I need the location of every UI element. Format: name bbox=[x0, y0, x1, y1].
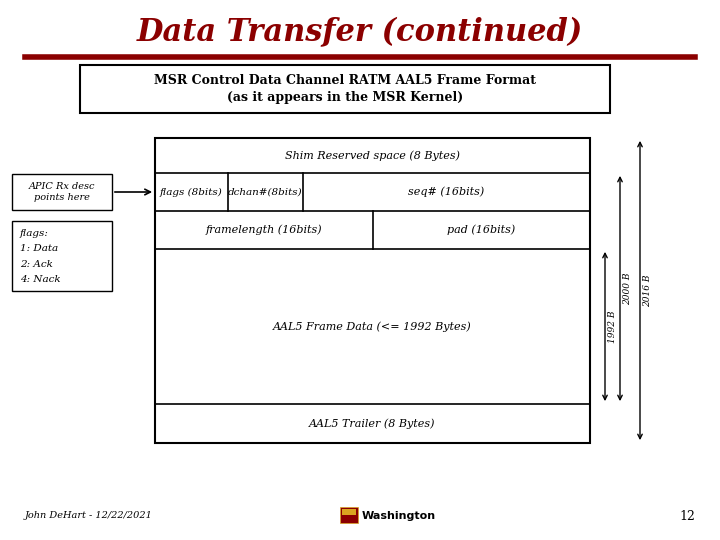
Text: MSR Control Data Channel RATM AAL5 Frame Format: MSR Control Data Channel RATM AAL5 Frame… bbox=[154, 73, 536, 86]
Text: AAL5 Trailer (8 Bytes): AAL5 Trailer (8 Bytes) bbox=[310, 418, 436, 429]
Bar bbox=[80, 65, 610, 113]
Text: Data Transfer (continued): Data Transfer (continued) bbox=[137, 17, 583, 48]
Bar bbox=[342, 509, 356, 515]
Text: dchan#(8bits): dchan#(8bits) bbox=[228, 187, 303, 197]
Bar bbox=[12, 174, 112, 210]
Text: 2000 B: 2000 B bbox=[623, 272, 632, 305]
Bar bbox=[340, 507, 358, 523]
Text: 2016 B: 2016 B bbox=[643, 274, 652, 307]
Bar bbox=[155, 138, 590, 443]
Text: John DeHart - 12/22/2021: John DeHart - 12/22/2021 bbox=[25, 511, 153, 521]
Text: (as it appears in the MSR Kernel): (as it appears in the MSR Kernel) bbox=[227, 91, 463, 105]
Text: flags:
1: Data
2: Ack
4: Nack: flags: 1: Data 2: Ack 4: Nack bbox=[20, 229, 60, 284]
Bar bbox=[12, 221, 112, 291]
Text: AAL5 Frame Data (<= 1992 Bytes): AAL5 Frame Data (<= 1992 Bytes) bbox=[273, 321, 472, 332]
Text: Washington: Washington bbox=[362, 511, 436, 521]
Text: Shim Reserved space (8 Bytes): Shim Reserved space (8 Bytes) bbox=[285, 150, 460, 161]
Text: flags (8bits): flags (8bits) bbox=[160, 187, 223, 197]
Text: 1992 B: 1992 B bbox=[608, 310, 617, 343]
Text: 12: 12 bbox=[679, 510, 695, 523]
Text: APIC Rx desc
points here: APIC Rx desc points here bbox=[29, 183, 95, 202]
Text: framelength (16bits): framelength (16bits) bbox=[205, 225, 322, 235]
Text: seq# (16bits): seq# (16bits) bbox=[408, 187, 485, 197]
Text: pad (16bits): pad (16bits) bbox=[447, 225, 516, 235]
